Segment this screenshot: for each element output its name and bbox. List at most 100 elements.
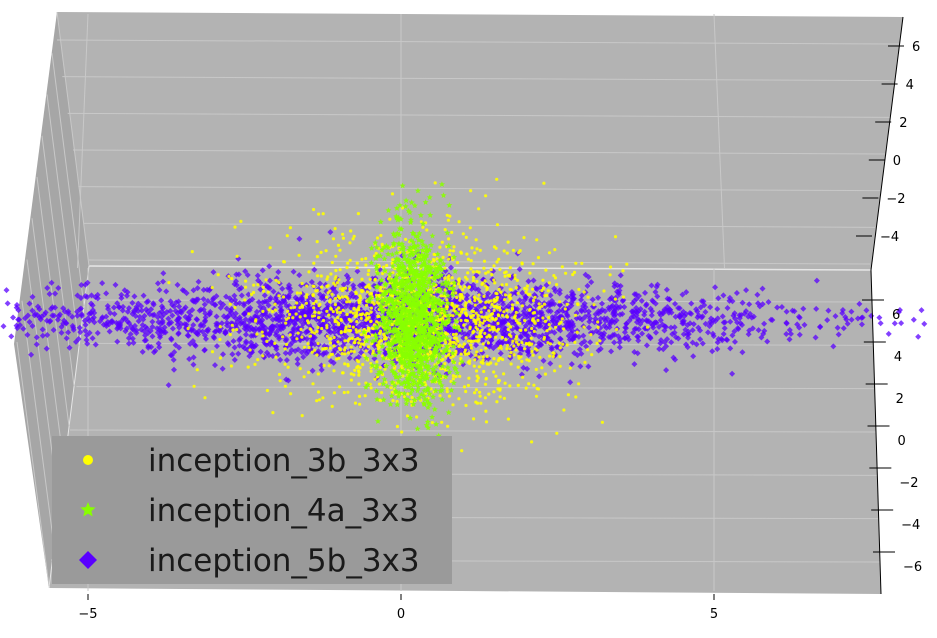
data-point bbox=[312, 293, 315, 296]
data-point bbox=[350, 379, 353, 382]
data-point bbox=[306, 319, 309, 322]
data-point bbox=[273, 342, 276, 345]
data-point bbox=[519, 329, 522, 332]
data-point bbox=[467, 384, 470, 387]
data-point bbox=[564, 307, 567, 310]
data-point bbox=[356, 262, 359, 265]
data-point bbox=[265, 278, 268, 281]
data-point bbox=[284, 347, 287, 350]
data-point bbox=[4, 287, 10, 293]
data-point bbox=[514, 314, 517, 317]
data-point bbox=[348, 337, 351, 340]
data-point bbox=[191, 250, 194, 253]
data-point bbox=[484, 396, 487, 399]
data-point bbox=[325, 310, 328, 313]
data-point bbox=[421, 226, 424, 229]
data-point bbox=[452, 333, 455, 336]
data-point bbox=[334, 275, 337, 278]
data-point bbox=[615, 328, 618, 331]
data-point bbox=[522, 236, 525, 239]
data-point bbox=[356, 359, 359, 362]
data-point bbox=[313, 332, 316, 335]
data-point bbox=[321, 347, 324, 350]
data-point bbox=[365, 304, 368, 307]
data-point bbox=[370, 370, 373, 373]
data-point bbox=[494, 292, 497, 295]
data-point bbox=[267, 291, 270, 294]
data-point bbox=[562, 327, 565, 330]
data-point bbox=[462, 324, 465, 327]
data-point bbox=[490, 273, 493, 276]
data-point bbox=[252, 291, 255, 294]
data-point bbox=[476, 328, 479, 331]
data-point bbox=[328, 300, 331, 303]
data-point bbox=[537, 387, 540, 390]
data-point bbox=[488, 315, 491, 318]
data-point bbox=[494, 318, 497, 321]
data-point bbox=[545, 294, 548, 297]
data-point bbox=[485, 420, 488, 423]
data-point bbox=[464, 336, 467, 339]
data-point bbox=[465, 278, 468, 281]
data-point bbox=[262, 286, 265, 289]
data-point bbox=[367, 335, 370, 338]
data-point bbox=[317, 316, 320, 319]
data-point bbox=[380, 391, 383, 394]
data-point bbox=[396, 425, 399, 428]
data-point bbox=[489, 361, 492, 364]
data-point bbox=[544, 320, 547, 323]
data-point bbox=[338, 385, 341, 388]
data-point bbox=[465, 253, 468, 256]
data-point bbox=[346, 313, 349, 316]
data-point bbox=[283, 260, 286, 263]
data-point bbox=[517, 251, 520, 254]
data-point bbox=[277, 294, 280, 297]
data-point bbox=[341, 233, 344, 236]
data-point bbox=[365, 349, 368, 352]
data-point bbox=[526, 285, 529, 288]
data-point bbox=[513, 353, 516, 356]
data-point bbox=[514, 277, 517, 280]
data-point bbox=[523, 319, 526, 322]
data-point bbox=[576, 303, 579, 306]
data-point bbox=[475, 369, 478, 372]
data-point bbox=[330, 308, 333, 311]
data-point bbox=[391, 192, 394, 195]
data-point bbox=[493, 309, 496, 312]
data-point bbox=[487, 324, 490, 327]
data-point bbox=[316, 240, 319, 243]
data-point bbox=[494, 375, 497, 378]
data-point bbox=[548, 251, 551, 254]
data-point bbox=[460, 449, 463, 452]
data-point bbox=[331, 261, 334, 264]
data-point bbox=[440, 421, 443, 424]
data-point bbox=[499, 395, 502, 398]
data-point bbox=[452, 377, 455, 380]
data-point bbox=[533, 330, 536, 333]
data-point bbox=[361, 312, 364, 315]
data-point bbox=[286, 310, 289, 313]
data-point bbox=[517, 343, 520, 346]
data-point bbox=[531, 288, 534, 291]
data-point bbox=[497, 328, 500, 331]
data-point bbox=[609, 265, 612, 268]
data-point bbox=[333, 344, 336, 347]
data-point bbox=[369, 278, 372, 281]
data-point bbox=[295, 337, 298, 340]
data-point bbox=[378, 332, 381, 335]
data-point bbox=[305, 302, 308, 305]
data-point bbox=[448, 253, 451, 256]
data-point bbox=[286, 234, 289, 237]
data-point bbox=[337, 322, 340, 325]
data-point bbox=[358, 305, 361, 308]
data-point bbox=[506, 252, 509, 255]
data-point bbox=[320, 274, 323, 277]
data-point bbox=[602, 289, 605, 292]
data-point bbox=[508, 384, 511, 387]
data-point bbox=[307, 371, 310, 374]
data-point bbox=[362, 354, 365, 357]
data-point bbox=[230, 277, 233, 280]
data-point bbox=[467, 352, 470, 355]
data-point bbox=[262, 290, 265, 293]
data-point bbox=[496, 306, 499, 309]
